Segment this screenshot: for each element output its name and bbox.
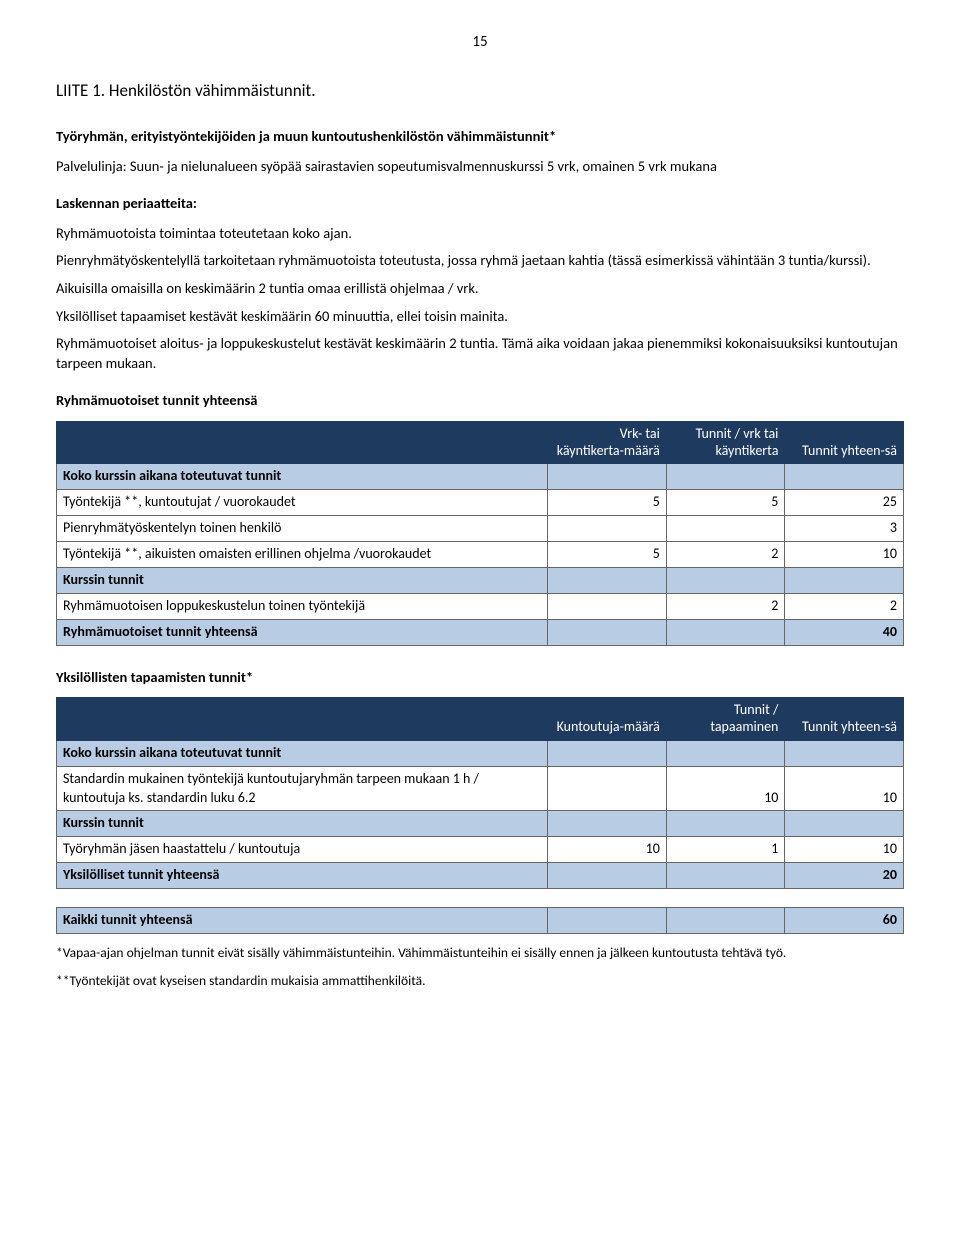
principles-label: Laskennan periaatteita: [56,194,904,214]
table-header-cell: Tunnit / vrk tai käyntikerta [666,421,785,464]
principle-text: Pienryhmätyöskentelyllä tarkoitetaan ryh… [56,251,904,271]
principle-text: Ryhmämuotoiset aloitus- ja loppukeskuste… [56,334,904,373]
table-cell: Standardin mukainen työntekijä kuntoutuj… [57,766,548,811]
table-cell: 2 [666,542,785,568]
table-cell: Ryhmämuotoiset tunnit yhteensä [57,619,548,645]
table-cell: 10 [666,766,785,811]
table-grand-total: Kaikki tunnit yhteensä 60 [56,907,904,934]
table-individual-hours: Kuntoutuja-määrä Tunnit / tapaaminen Tun… [56,697,904,889]
principle-text: Ryhmämuotoista toimintaa toteutetaan kok… [56,224,904,244]
table-subheader-cell: Kurssin tunnit [57,567,548,593]
table-total-row: Yksilölliset tunnit yhteensä 20 [57,863,904,889]
table-header-cell: Vrk- tai käyntikerta-määrä [548,421,667,464]
table-row: Ryhmämuotoisen loppukeskustelun toinen t… [57,593,904,619]
table-cell: 10 [785,542,904,568]
table-cell: 5 [666,490,785,516]
table-cell: Yksilölliset tunnit yhteensä [57,863,548,889]
table-cell: Pienryhmätyöskentelyn toinen henkilö [57,516,548,542]
table-cell: 10 [785,837,904,863]
table-subheader-row: Koko kurssin aikana toteutuvat tunnit [57,740,904,766]
table-cell: Työntekijä **, aikuisten omaisten erilli… [57,542,548,568]
table-cell [548,593,667,619]
table-row: Standardin mukainen työntekijä kuntoutuj… [57,766,904,811]
table-cell [548,766,667,811]
table-cell [548,516,667,542]
table-row: Pienryhmätyöskentelyn toinen henkilö 3 [57,516,904,542]
table-header-row: Vrk- tai käyntikerta-määrä Tunnit / vrk … [57,421,904,464]
intro-title: Työryhmän, erityistyöntekijöiden ja muun… [56,127,904,147]
table-total-row: Kaikki tunnit yhteensä 60 [57,908,904,934]
table-cell: 25 [785,490,904,516]
principle-text: Aikuisilla omaisilla on keskimäärin 2 tu… [56,279,904,299]
table-total-row: Ryhmämuotoiset tunnit yhteensä 40 [57,619,904,645]
table-cell: Työntekijä **, kuntoutujat / vuorokaudet [57,490,548,516]
table-subheader-row: Kurssin tunnit [57,567,904,593]
table-cell: 40 [785,619,904,645]
table-cell: 60 [785,908,904,934]
table2-title: Yksilöllisten tapaamisten tunnit* [56,668,904,688]
table-cell: Kaikki tunnit yhteensä [57,908,548,934]
table-subheader-row: Koko kurssin aikana toteutuvat tunnit [57,464,904,490]
table-cell: Työryhmän jäsen haastattelu / kuntoutuja [57,837,548,863]
table-header-cell: Tunnit yhteen-sä [785,698,904,741]
page-number: 15 [56,32,904,52]
page-title: LIITE 1. Henkilöstön vähimmäistunnit. [56,80,904,103]
table-row: Työntekijä **, kuntoutujat / vuorokaudet… [57,490,904,516]
table-cell: 3 [785,516,904,542]
table-cell: Ryhmämuotoisen loppukeskustelun toinen t… [57,593,548,619]
table-cell: 1 [666,837,785,863]
table-group-hours: Vrk- tai käyntikerta-määrä Tunnit / vrk … [56,421,904,646]
table-subheader-cell: Koko kurssin aikana toteutuvat tunnit [57,464,548,490]
table-cell [666,516,785,542]
table-subheader-cell: Kurssin tunnit [57,811,548,837]
footnote-1: *Vapaa-ajan ohjelman tunnit eivät sisäll… [56,944,904,962]
table-subheader-cell: Koko kurssin aikana toteutuvat tunnit [57,740,548,766]
table-cell: 5 [548,490,667,516]
table-header-cell: Tunnit / tapaaminen [666,698,785,741]
intro-line: Palvelulinja: Suun- ja nielunalueen syöp… [56,157,904,177]
table-row: Työntekijä **, aikuisten omaisten erilli… [57,542,904,568]
table-header-cell [57,421,548,464]
table-header-cell [57,698,548,741]
footnote-2: **Työntekijät ovat kyseisen standardin m… [56,972,904,990]
table-cell: 5 [548,542,667,568]
table-header-cell: Tunnit yhteen-sä [785,421,904,464]
table-cell: 10 [785,766,904,811]
table-header-row: Kuntoutuja-määrä Tunnit / tapaaminen Tun… [57,698,904,741]
principle-text: Yksilölliset tapaamiset kestävät keskimä… [56,307,904,327]
table-cell: 2 [785,593,904,619]
table-cell: 10 [548,837,667,863]
table-header-cell: Kuntoutuja-määrä [548,698,667,741]
table-cell: 2 [666,593,785,619]
table1-title: Ryhmämuotoiset tunnit yhteensä [56,391,904,411]
table-cell: 20 [785,863,904,889]
table-subheader-row: Kurssin tunnit [57,811,904,837]
table-row: Työryhmän jäsen haastattelu / kuntoutuja… [57,837,904,863]
